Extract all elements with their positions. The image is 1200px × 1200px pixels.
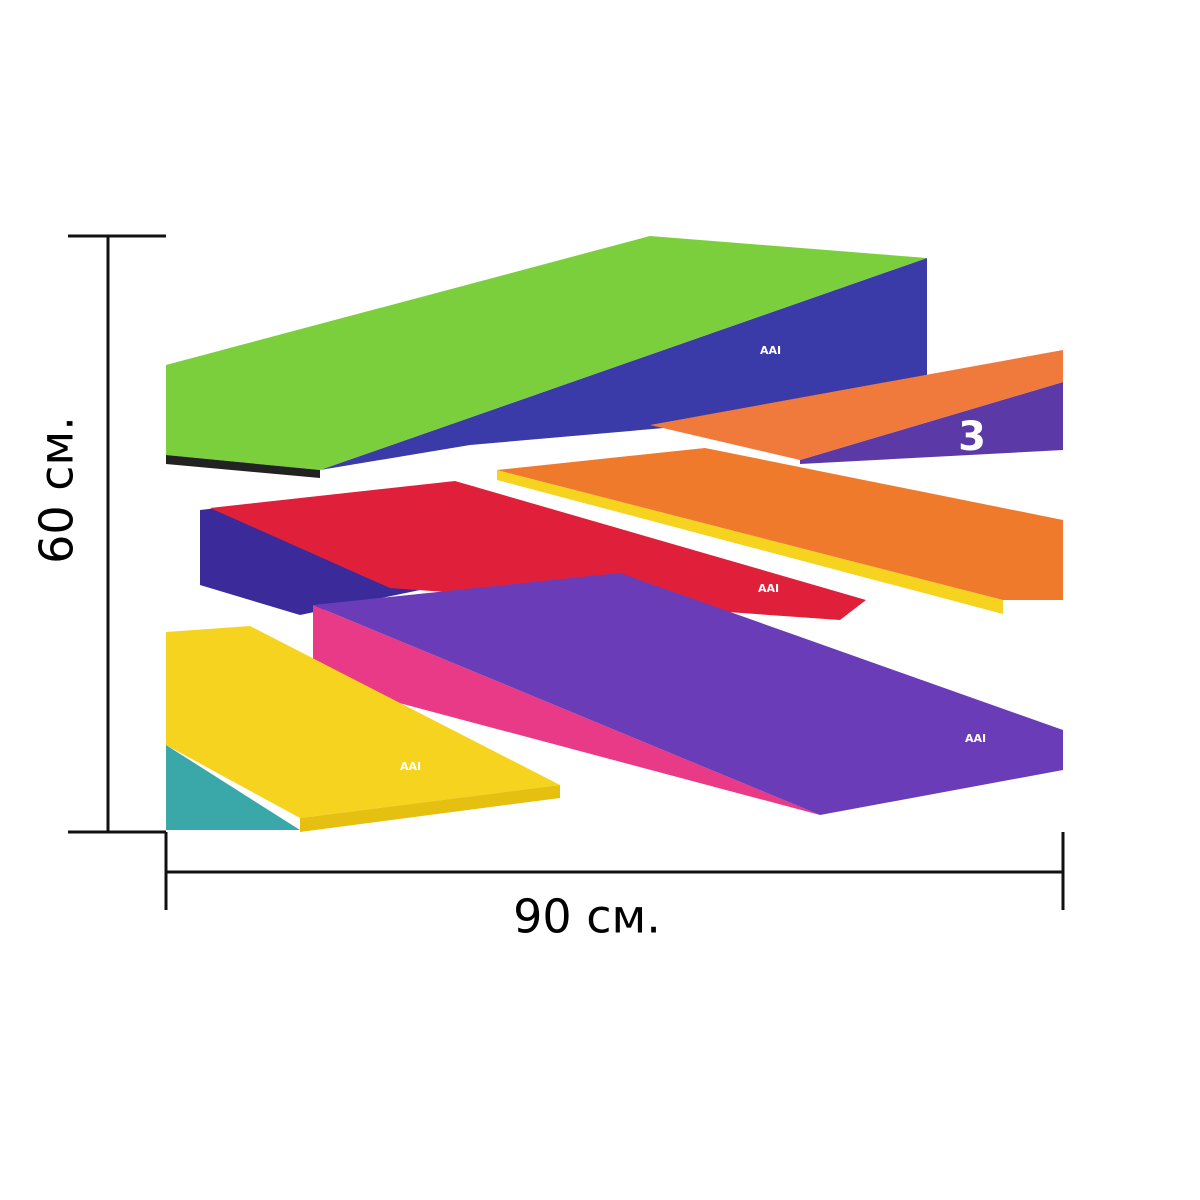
green-mat-bottom bbox=[166, 455, 320, 478]
mat-number: 3 bbox=[958, 414, 986, 460]
brand-logo: AAI bbox=[760, 344, 781, 357]
yellow-mat-front bbox=[300, 785, 560, 832]
yellow-mat-top bbox=[166, 626, 560, 818]
brand-logo: AAI bbox=[400, 760, 421, 773]
red-mat-top bbox=[210, 481, 866, 620]
mats: AAI 3 AAI AAI AAI bbox=[166, 236, 1063, 832]
green-mat-top bbox=[166, 236, 927, 470]
brand-logo: AAI bbox=[965, 732, 986, 745]
orange-back-side bbox=[800, 382, 1063, 464]
orange-mid-top bbox=[497, 448, 1063, 600]
orange-back-top bbox=[650, 350, 1063, 460]
purple-mat-top bbox=[313, 573, 1063, 815]
width-label: 90 см. bbox=[513, 890, 661, 944]
red-mat-side bbox=[200, 500, 420, 615]
height-label: 60 см. bbox=[30, 416, 84, 564]
yellow-mat-side bbox=[166, 745, 300, 830]
dimension-lines bbox=[68, 234, 1065, 910]
brand-logo: AAI bbox=[758, 582, 779, 595]
orange-mid-side bbox=[497, 470, 1003, 614]
